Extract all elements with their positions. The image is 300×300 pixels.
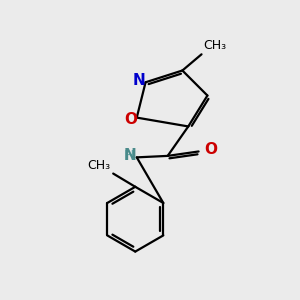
Text: H: H — [123, 149, 134, 163]
Text: O: O — [204, 142, 217, 158]
Text: N: N — [124, 148, 137, 164]
Text: CH₃: CH₃ — [203, 39, 226, 52]
Text: O: O — [124, 112, 137, 127]
Text: N: N — [133, 73, 146, 88]
Text: CH₃: CH₃ — [88, 159, 111, 172]
